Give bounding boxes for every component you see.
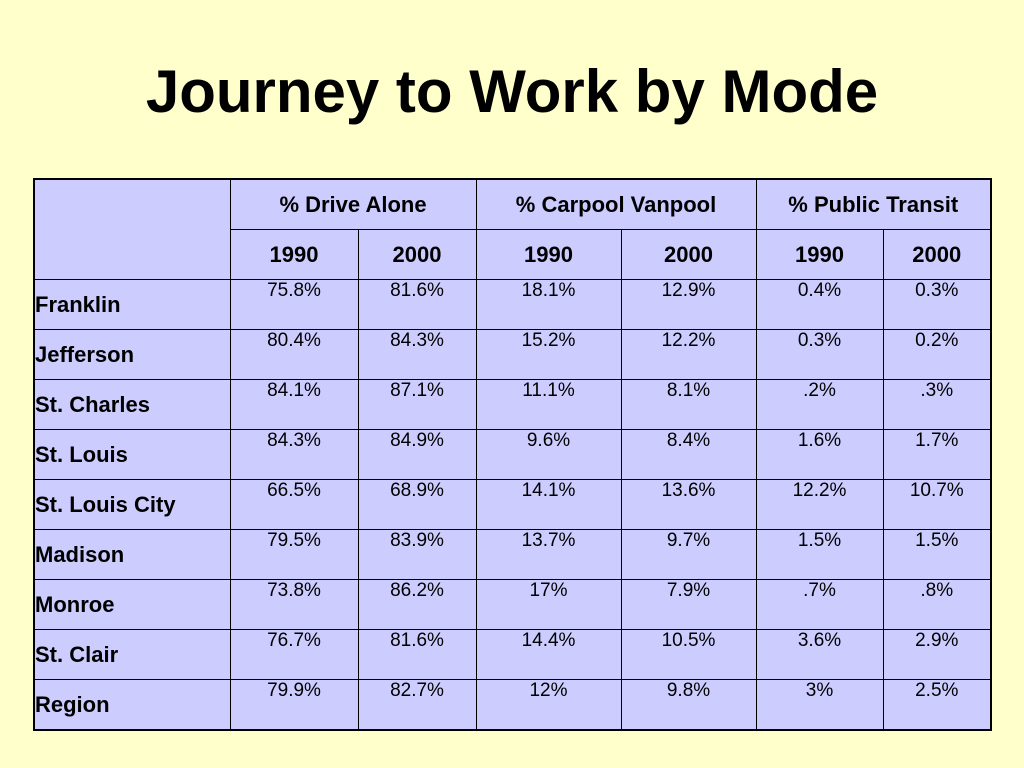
value-cell: 12.9% [620, 279, 757, 330]
value-cell: 73.8% [229, 579, 359, 630]
value-cell: 3.6% [755, 629, 884, 680]
table-row: St. Louis City 66.5% 68.9% 14.1% 13.6% 12.2% 1… [33, 479, 992, 530]
year-header: 2000 [357, 229, 477, 280]
header-carpool-vanpool: % Carpool Vanpool [475, 178, 757, 230]
value-cell: 81.6% [357, 279, 477, 330]
year-header: 1990 [475, 229, 622, 280]
value-cell: 11.1% [475, 379, 622, 430]
value-cell: 84.3% [357, 329, 477, 380]
value-cell: 12% [475, 679, 622, 731]
value-cell: 14.1% [475, 479, 622, 530]
value-cell: 87.1% [357, 379, 477, 430]
value-cell: 84.9% [357, 429, 477, 480]
value-cell: 84.1% [229, 379, 359, 430]
value-cell: 14.4% [475, 629, 622, 680]
value-cell: 18.1% [475, 279, 622, 330]
row-label: Region [33, 679, 231, 731]
value-cell: 13.7% [475, 529, 622, 580]
year-header: 1990 [755, 229, 884, 280]
table-row: Region 79.9% 82.7% 12% 9.8% 3% 2.5% [33, 679, 992, 731]
row-label: Jefferson [33, 329, 231, 380]
table-row: St. Charles 84.1% 87.1% 11.1% 8.1% .2% .3% [33, 379, 992, 430]
value-cell: 0.4% [755, 279, 884, 330]
table-row: Franklin 75.8% 81.6% 18.1% 12.9% 0.4% 0.3% [33, 279, 992, 330]
value-cell: .7% [755, 579, 884, 630]
slide-title: Journey to Work by Mode [145, 58, 879, 125]
value-cell: 9.7% [620, 529, 757, 580]
table-row: St. Clair 76.7% 81.6% 14.4% 10.5% 3.6% 2.9% [33, 629, 992, 680]
value-cell: 12.2% [755, 479, 884, 530]
value-cell: 8.1% [620, 379, 757, 430]
table-row: Monroe 73.8% 86.2% 17% 7.9% .7% .8% [33, 579, 992, 630]
value-cell: 15.2% [475, 329, 622, 380]
value-cell: 82.7% [357, 679, 477, 731]
year-header: 1990 [229, 229, 359, 280]
value-cell: 76.7% [229, 629, 359, 680]
value-cell: 1.5% [882, 529, 992, 580]
value-cell: 66.5% [229, 479, 359, 530]
value-cell: .2% [755, 379, 884, 430]
value-cell: 0.3% [755, 329, 884, 380]
value-cell: 81.6% [357, 629, 477, 680]
row-label: St. Louis City [33, 479, 231, 530]
value-cell: 2.5% [882, 679, 992, 731]
group-header-row: % Drive Alone % Carpool Vanpool % Public… [33, 178, 992, 280]
row-label: Monroe [33, 579, 231, 630]
year-header: 2000 [882, 229, 992, 280]
value-cell: 9.6% [475, 429, 622, 480]
value-cell: 8.4% [620, 429, 757, 480]
value-cell: 7.9% [620, 579, 757, 630]
value-cell: 0.2% [882, 329, 992, 380]
value-cell: .3% [882, 379, 992, 430]
value-cell: 75.8% [229, 279, 359, 330]
value-cell: 3% [755, 679, 884, 731]
value-cell: 79.9% [229, 679, 359, 731]
table-body: Franklin 75.8% 81.6% 18.1% 12.9% 0.4% 0.3% Jeff… [33, 279, 992, 731]
header-public-transit: % Public Transit [755, 178, 992, 230]
row-label: Madison [33, 529, 231, 580]
value-cell: 1.7% [882, 429, 992, 480]
value-cell: 68.9% [357, 479, 477, 530]
value-cell: 17% [475, 579, 622, 630]
row-label: St. Charles [33, 379, 231, 430]
value-cell: 10.7% [882, 479, 992, 530]
corner-cell [33, 178, 231, 280]
journey-to-work-table: % Drive Alone % Carpool Vanpool % Public… [33, 178, 992, 731]
row-label: St. Louis [33, 429, 231, 480]
row-label: St. Clair [33, 629, 231, 680]
value-cell: 1.5% [755, 529, 884, 580]
value-cell: 83.9% [357, 529, 477, 580]
value-cell: .8% [882, 579, 992, 630]
value-cell: 10.5% [620, 629, 757, 680]
table-row: Madison 79.5% 83.9% 13.7% 9.7% 1.5% 1.5% [33, 529, 992, 580]
year-header: 2000 [620, 229, 757, 280]
value-cell: 2.9% [882, 629, 992, 680]
value-cell: 9.8% [620, 679, 757, 731]
row-label: Franklin [33, 279, 231, 330]
value-cell: 13.6% [620, 479, 757, 530]
header-drive-alone: % Drive Alone [229, 178, 477, 230]
value-cell: 80.4% [229, 329, 359, 380]
table-row: St. Louis 84.3% 84.9% 9.6% 8.4% 1.6% 1.7% [33, 429, 992, 480]
table-row: Jefferson 80.4% 84.3% 15.2% 12.2% 0.3% 0.2% [33, 329, 992, 380]
value-cell: 86.2% [357, 579, 477, 630]
value-cell: 79.5% [229, 529, 359, 580]
value-cell: 12.2% [620, 329, 757, 380]
value-cell: 0.3% [882, 279, 992, 330]
value-cell: 84.3% [229, 429, 359, 480]
value-cell: 1.6% [755, 429, 884, 480]
